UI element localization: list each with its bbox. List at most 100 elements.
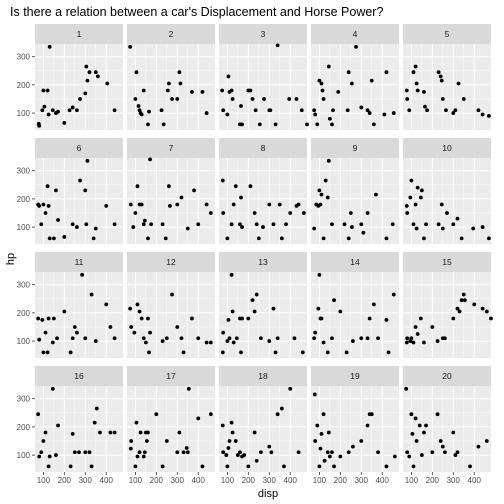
y-tick-label: 300: [17, 395, 31, 404]
data-point: [54, 188, 58, 193]
data-point: [342, 222, 347, 227]
data-point: [164, 439, 169, 443]
data-point: [50, 340, 55, 345]
facet-strip-label: 15: [442, 257, 452, 267]
data-point: [409, 412, 414, 417]
data-point: [359, 222, 364, 227]
data-point: [46, 464, 51, 469]
data-point: [275, 43, 280, 48]
facet-panel-15: 15: [403, 252, 493, 358]
data-point: [438, 439, 443, 443]
data-point: [43, 211, 48, 215]
data-point: [471, 226, 476, 231]
data-point: [47, 454, 52, 459]
data-point: [487, 114, 491, 118]
x-tick-label: 200: [334, 476, 348, 485]
panel-background: [311, 158, 399, 244]
data-point: [346, 70, 351, 75]
data-point: [330, 336, 334, 341]
data-point: [246, 464, 251, 469]
data-point: [146, 316, 150, 321]
data-point: [146, 122, 150, 127]
facet-strip: [219, 252, 307, 272]
data-point: [220, 423, 225, 428]
data-point: [36, 316, 41, 321]
facet-panel-6: 6: [35, 138, 123, 244]
data-point: [112, 336, 117, 341]
data-point: [40, 108, 45, 113]
data-point: [457, 309, 462, 314]
data-point: [164, 336, 169, 341]
y-tick-label: 200: [17, 309, 31, 318]
y-axis-title: hp: [5, 253, 17, 265]
facet-strip-label: 11: [75, 257, 84, 267]
data-point: [410, 432, 415, 436]
data-point: [168, 204, 172, 208]
data-point: [436, 70, 441, 75]
y-tick-label: 300: [17, 281, 31, 290]
facet-strip-label: 19: [350, 371, 360, 381]
data-point: [338, 309, 343, 314]
data-point: [137, 309, 142, 314]
x-tick-label: 100: [37, 476, 51, 485]
data-point: [418, 316, 423, 321]
data-point: [51, 316, 56, 321]
data-point: [196, 416, 201, 421]
data-point: [312, 226, 317, 231]
data-point: [56, 218, 60, 222]
panel-background: [127, 158, 215, 244]
data-point: [108, 325, 113, 329]
data-point: [68, 350, 73, 355]
data-point: [411, 340, 416, 345]
facet-strip: [127, 138, 215, 158]
data-point: [489, 316, 493, 321]
data-point: [221, 450, 226, 455]
data-point: [50, 108, 55, 113]
data-point: [143, 340, 148, 345]
y-tick-label: 100: [17, 223, 31, 232]
data-point: [288, 211, 293, 215]
data-point: [480, 225, 485, 229]
data-point: [361, 230, 366, 235]
data-point: [46, 316, 51, 321]
data-point: [200, 90, 205, 94]
data-point: [415, 185, 420, 190]
data-point: [468, 464, 472, 469]
data-point: [145, 439, 149, 443]
data-point: [253, 108, 258, 113]
data-point: [70, 105, 75, 110]
data-point: [259, 450, 263, 455]
facet-strip-label: 6: [77, 143, 82, 153]
data-point: [185, 450, 190, 455]
data-point: [142, 450, 147, 455]
data-point: [451, 222, 456, 227]
data-point: [301, 211, 306, 215]
x-tick-label: 100: [129, 476, 143, 485]
y-tick-label: 200: [17, 195, 31, 204]
panel-background: [403, 44, 491, 130]
facet-strip-label: 3: [261, 29, 266, 39]
data-point: [94, 406, 99, 411]
data-point: [279, 406, 284, 411]
x-tick-label: 400: [284, 476, 298, 485]
data-point: [141, 88, 146, 93]
data-point: [175, 202, 180, 207]
data-point: [423, 104, 427, 109]
y-tick-label: 200: [17, 81, 31, 90]
data-point: [226, 446, 231, 450]
data-point: [231, 340, 236, 345]
data-point: [331, 108, 335, 113]
data-point: [325, 450, 330, 455]
data-point: [315, 423, 320, 428]
data-point: [365, 423, 370, 428]
data-point: [37, 123, 42, 128]
data-point: [254, 222, 259, 227]
data-point: [344, 350, 349, 355]
data-point: [141, 336, 146, 341]
data-point: [208, 412, 213, 417]
data-point: [62, 121, 67, 125]
data-point: [175, 325, 180, 329]
data-point: [47, 44, 52, 49]
